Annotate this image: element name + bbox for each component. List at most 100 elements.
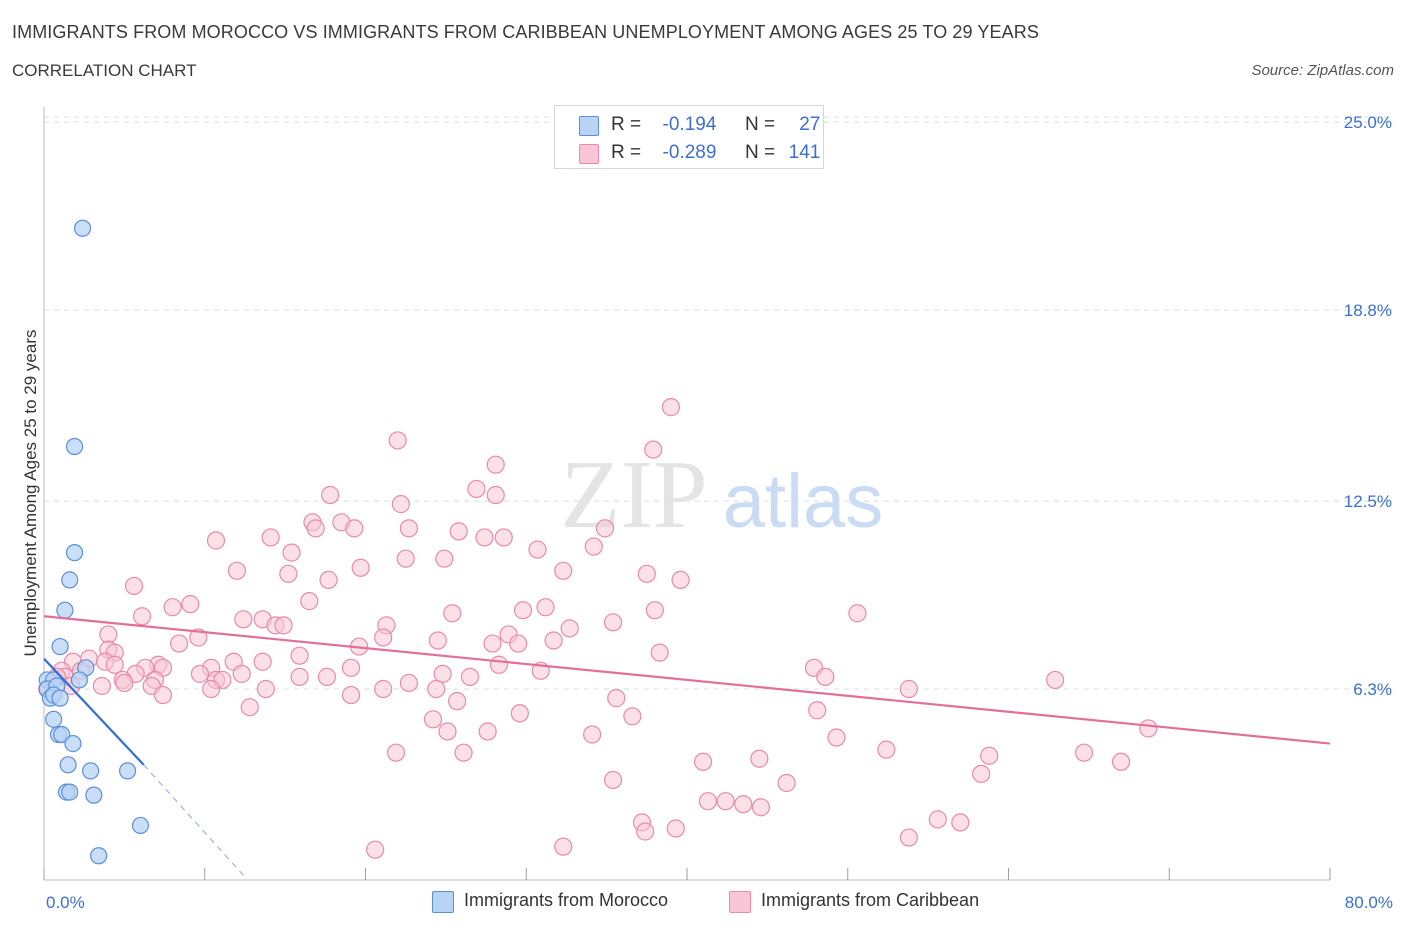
caribbean-point: [554, 837, 573, 856]
watermark-atlas: atlas: [723, 459, 884, 544]
legend-r-caribbean: -0.289: [662, 142, 717, 163]
caribbean-point: [848, 604, 867, 623]
y-tick-label: 6.3%: [1353, 680, 1392, 699]
caribbean-point: [386, 743, 406, 762]
caribbean-point: [306, 519, 325, 538]
trend-lines: [43, 615, 1331, 878]
caribbean-point: [253, 652, 272, 671]
caribbean-point: [661, 398, 681, 417]
morocco-point: [118, 762, 137, 780]
caribbean-point: [583, 725, 602, 744]
caribbean-point: [777, 773, 796, 793]
caribbean-point: [980, 746, 999, 765]
caribbean-point: [290, 667, 309, 686]
morocco-point: [65, 437, 84, 456]
caribbean-point: [105, 655, 124, 674]
morocco-trend-extension: [143, 764, 246, 878]
caribbean-point: [483, 634, 502, 653]
caribbean-point: [341, 658, 361, 677]
caribbean-point: [698, 792, 717, 811]
caribbean-point: [637, 564, 656, 583]
caribbean-point: [951, 813, 970, 832]
caribbean-point: [603, 770, 623, 790]
caribbean-point: [693, 752, 713, 771]
caribbean-point: [282, 543, 301, 562]
caribbean-point: [317, 667, 337, 686]
morocco-point: [82, 762, 100, 780]
legend-r-label: R =: [611, 114, 642, 135]
legend-n-label: N =: [744, 142, 776, 163]
caribbean-point: [132, 607, 152, 626]
caribbean-point: [443, 604, 462, 623]
caribbean-point: [928, 810, 947, 829]
y-tick-label: 12.5%: [1344, 492, 1392, 511]
morocco-point: [131, 816, 150, 835]
caribbean-point: [454, 743, 473, 762]
caribbean-point: [189, 628, 208, 647]
series-label-caribbean: Immigrants from Caribbean: [761, 890, 980, 910]
morocco-point: [73, 219, 92, 237]
caribbean-point: [399, 673, 419, 693]
morocco-point: [70, 671, 88, 689]
caribbean-point: [510, 704, 529, 723]
caribbean-point: [877, 740, 896, 759]
caribbean-point: [319, 570, 338, 589]
caribbean-point: [435, 549, 454, 568]
legend-swatch-caribbean: [579, 144, 599, 164]
series-label-morocco: Immigrants from Morocco: [464, 890, 669, 910]
caribbean-point: [636, 822, 655, 841]
caribbean-point: [467, 479, 486, 499]
caribbean-point: [391, 495, 410, 514]
series-swatch-morocco: [432, 891, 454, 913]
chart-subtitle: CORRELATION CHART: [12, 61, 197, 80]
caribbean-point: [279, 564, 298, 583]
caribbean-point: [206, 531, 226, 550]
caribbean-point: [475, 528, 494, 547]
caribbean-point: [734, 795, 753, 814]
tick-labels: 6.3% 12.5% 18.8% 25.0% 0.0% 80.0%: [46, 113, 1393, 912]
caribbean-point: [827, 728, 846, 747]
caribbean-point: [115, 673, 134, 693]
caribbean-point: [99, 625, 118, 644]
watermark: ZIP atlas: [561, 441, 884, 549]
caribbean-point: [607, 689, 626, 708]
caribbean-point: [899, 679, 918, 699]
correlation-legend: R = -0.194 N = 27 R = -0.289 N = 141: [554, 105, 824, 169]
legend-r-label: R =: [611, 142, 642, 163]
caribbean-point: [645, 601, 664, 620]
morocco-point: [61, 571, 79, 589]
caribbean-trend-line: [43, 615, 1331, 745]
caribbean-point: [1139, 719, 1158, 738]
morocco-point: [51, 637, 69, 656]
caribbean-point: [449, 522, 468, 541]
x-tick-label: 80.0%: [1345, 893, 1393, 912]
caribbean-point: [274, 616, 293, 635]
caribbean-point: [1074, 743, 1094, 762]
caribbean-point: [345, 519, 364, 538]
caribbean-point: [671, 570, 690, 589]
caribbean-point: [124, 576, 144, 596]
caribbean-point: [1111, 752, 1131, 771]
morocco-point: [59, 756, 77, 774]
y-axis-label: Unemployment Among Ages 25 to 29 years: [21, 330, 40, 657]
caribbean-point: [513, 601, 533, 620]
caribbean-point: [290, 646, 309, 665]
caribbean-point: [92, 676, 111, 696]
caribbean-point: [478, 722, 497, 741]
y-tick-label: 25.0%: [1344, 113, 1392, 132]
legend-n-caribbean: 141: [788, 142, 821, 163]
caribbean-point: [486, 485, 505, 505]
caribbean-point: [509, 634, 528, 653]
caribbean-point: [486, 455, 505, 474]
caribbean-point: [399, 519, 419, 538]
caribbean-point: [227, 561, 246, 580]
caribbean-point: [584, 537, 603, 556]
morocco-point: [90, 847, 108, 865]
caribbean-point: [234, 610, 253, 629]
caribbean-point: [460, 667, 480, 686]
caribbean-point: [808, 701, 827, 720]
caribbean-point: [153, 685, 173, 705]
morocco-point: [64, 734, 82, 753]
caribbean-point: [232, 664, 251, 683]
